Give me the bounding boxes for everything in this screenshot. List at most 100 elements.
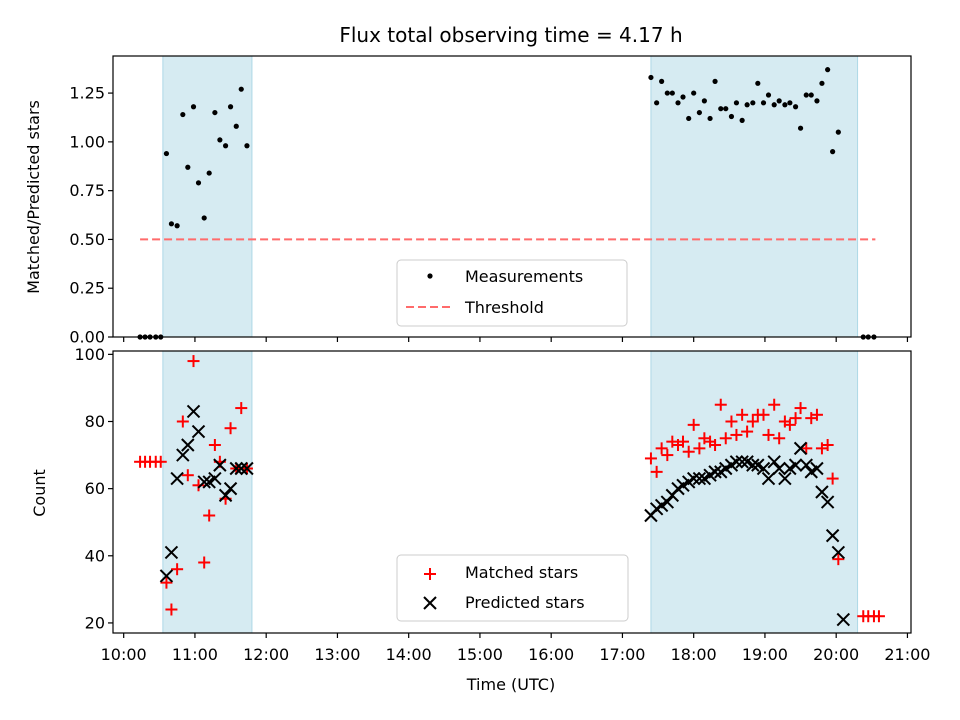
top-shaded-interval-0: [162, 55, 253, 338]
measurement-point: [190, 104, 197, 110]
measurement-point: [712, 78, 718, 84]
predicted-star-point: [815, 485, 829, 499]
measurement-point: [733, 100, 740, 106]
bottom-data-marks: [134, 355, 885, 627]
bottom-legend-box: [396, 554, 629, 622]
matched-star-point: [826, 472, 839, 485]
matched-star-point: [203, 509, 216, 522]
measurement-point: [707, 115, 713, 122]
measurement-point: [217, 137, 223, 143]
matched-star-point: [719, 432, 732, 445]
matched-star-point: [682, 445, 695, 458]
top-y-axis-label: Matched/Predicted stars: [24, 100, 43, 294]
measurement-point: [648, 74, 654, 81]
predicted-star-point: [788, 458, 803, 472]
matched-star-point: [154, 455, 167, 468]
matched-star-point: [661, 449, 674, 462]
bottom-y-tick-label: 60: [85, 479, 105, 498]
predicted-star-point: [181, 438, 195, 452]
matched-star-point: [693, 442, 706, 455]
legend-measurements-label: Measurements: [465, 267, 583, 286]
legend-predicted-marker: [423, 596, 437, 610]
matched-star-point: [810, 408, 823, 421]
measurement-point: [755, 80, 761, 86]
predicted-star-point: [831, 545, 846, 560]
measurement-point: [180, 111, 186, 118]
measurement-point: [659, 78, 665, 84]
top-legend-box: [396, 259, 628, 327]
bottom-y-axis: 20 40 60 80 100: [74, 345, 113, 632]
measurement-point: [782, 102, 788, 108]
measurement-point: [787, 100, 793, 106]
matched-star-point: [655, 442, 668, 455]
matched-star-point: [872, 610, 885, 623]
matched-star-point: [730, 428, 743, 441]
matched-star-point: [644, 452, 657, 465]
measurement-point: [718, 106, 724, 112]
measurement-point: [195, 180, 202, 186]
top-y-axis: 0.00 0.25 0.50 0.75 1.00 1.25: [69, 84, 113, 347]
measurement-point: [174, 223, 180, 229]
top-axes-frame: [112, 55, 912, 338]
matched-star-point: [187, 355, 200, 368]
predicted-star-point: [761, 471, 776, 486]
matched-star-point: [736, 408, 749, 421]
top-x-ticks: [123, 337, 909, 342]
matched-star-point: [165, 603, 178, 616]
predicted-star-point: [825, 528, 840, 543]
measurement-point: [803, 92, 809, 98]
predicted-star-point: [176, 448, 190, 462]
measurement-point: [244, 143, 250, 149]
measurement-point: [669, 90, 675, 96]
bottom-legend: Matched stars Predicted stars: [396, 554, 629, 622]
predicted-star-point: [793, 441, 808, 456]
predicted-star-point: [213, 458, 227, 472]
measurement-point: [696, 109, 702, 116]
measurement-point: [744, 102, 750, 108]
matched-star-point: [794, 402, 807, 415]
predicted-star-point: [708, 465, 722, 479]
predicted-star-point: [772, 461, 786, 476]
x-axis-label: Time (UTC): [466, 675, 555, 694]
measurement-point: [819, 80, 825, 86]
measurement-point: [185, 164, 191, 170]
predicted-star-point: [686, 471, 701, 486]
matched-star-point: [192, 479, 205, 492]
measurement-point: [797, 125, 804, 131]
matched-star-point: [198, 556, 211, 569]
matched-star-point: [832, 553, 845, 566]
matched-star-point: [773, 432, 786, 445]
predicted-star-point: [170, 471, 184, 486]
matched-star-point: [821, 439, 834, 451]
measurement-point: [222, 143, 229, 149]
legend-matched-label: Matched stars: [465, 563, 578, 582]
measurement-point: [776, 98, 782, 104]
top-panel: 0.00 0.25 0.50 0.75 1.00 1.25 Matched/Predict…: [24, 55, 912, 347]
predicted-star-point: [240, 461, 254, 476]
measurement-point: [680, 94, 686, 100]
measurement-point: [830, 149, 836, 155]
top-y-tick-label: 1.00: [69, 132, 105, 151]
measurement-point: [739, 117, 745, 123]
measurement-point: [238, 86, 244, 92]
measurement-point: [664, 90, 670, 96]
top-legend: Measurements Threshold: [396, 259, 628, 327]
bottom-shaded-interval-0: [162, 350, 253, 634]
predicted-star-point: [778, 471, 792, 486]
predicted-star-point: [229, 461, 243, 476]
measurement-point: [163, 150, 170, 157]
x-tick-label: 18:00: [671, 645, 717, 664]
x-tick-label: 11:00: [172, 645, 218, 664]
predicted-star-point: [820, 495, 835, 509]
top-y-tick-label: 0.25: [69, 279, 105, 298]
x-tick-label: 13:00: [314, 645, 360, 664]
bottom-y-tick-label: 80: [85, 412, 105, 431]
bottom-panel: 20 40 60 80 100 10:00 11:00 12:00 13:00 14:00 15:…: [30, 345, 930, 694]
bottom-y-axis-label: Count: [30, 469, 49, 517]
measurement-point: [771, 102, 777, 108]
matched-star-point: [714, 398, 727, 411]
matched-star-point: [687, 418, 700, 431]
top-y-tick-label: 0.50: [69, 230, 105, 249]
measurement-point: [227, 104, 234, 110]
